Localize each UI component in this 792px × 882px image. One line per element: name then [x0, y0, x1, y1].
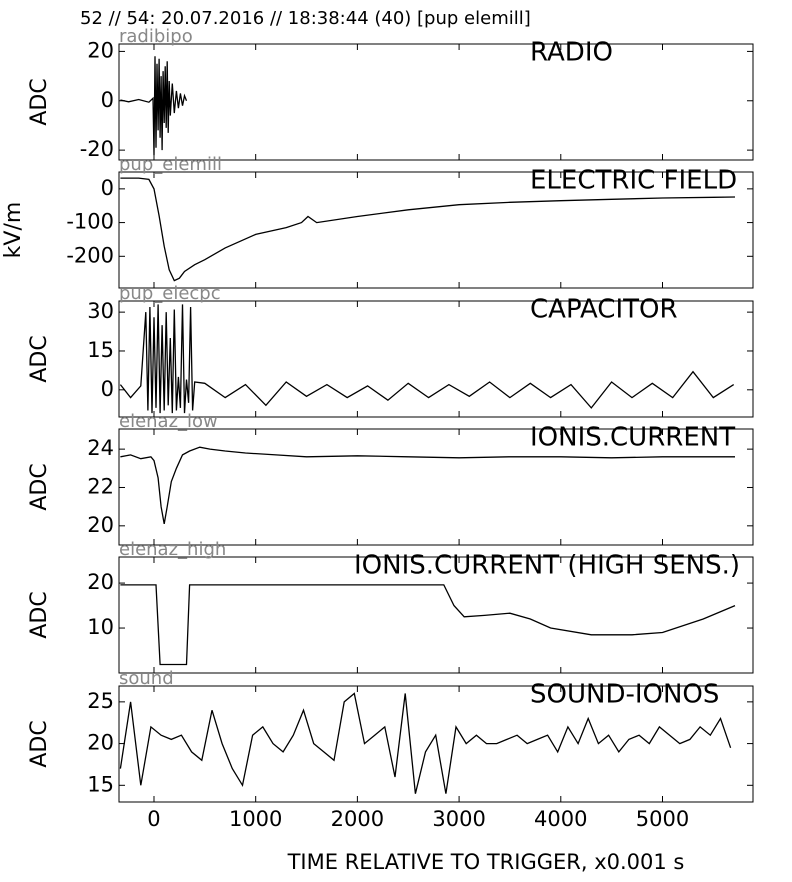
y-tick-label: 20 [87, 513, 114, 537]
plot-frame [118, 556, 754, 674]
y-axis-label: ADC [27, 78, 52, 125]
y-tick-label: 0 [101, 88, 114, 112]
source-label: pup_elemill [119, 154, 222, 175]
panel-title: RADIO [530, 38, 613, 68]
y-tick-label: 0 [101, 377, 114, 401]
y-axis-label: ADC [27, 591, 52, 638]
y-axis-label: kV/m [1, 202, 26, 259]
y-tick-label: 25 [87, 689, 114, 713]
data-line [120, 56, 188, 156]
source-label: elenaz_high [119, 539, 226, 560]
source-label: pup_elecpc [119, 283, 221, 304]
y-tick-label: -100 [66, 210, 114, 234]
y-tick-label: 22 [87, 474, 114, 498]
x-tick-label: 3000 [432, 807, 485, 831]
plot-frame [118, 300, 754, 418]
panel-title: CAPACITOR [530, 295, 678, 325]
y-tick-label: 15 [87, 338, 114, 362]
x-tick-label: 5000 [636, 807, 689, 831]
data-line [120, 584, 736, 666]
x-tick-label: 1000 [229, 807, 282, 831]
y-tick-label: 30 [87, 299, 114, 323]
y-axis-label: ADC [27, 463, 52, 510]
panel-title: ELECTRIC FIELD [530, 166, 737, 196]
plot-frame [118, 171, 754, 289]
y-axis-label: ADC [27, 335, 52, 382]
x-tick-label: 0 [147, 807, 160, 831]
page-title: 52 // 54: 20.07.2016 // 18:38:44 (40) [p… [80, 8, 531, 29]
y-tick-label: 20 [87, 38, 114, 62]
data-line [119, 692, 732, 794]
x-tick-label: 2000 [331, 807, 384, 831]
plot-frame [118, 43, 754, 161]
data-line [120, 446, 735, 525]
y-tick-label: 20 [87, 731, 114, 755]
source-label: elenaz_low [119, 411, 218, 432]
data-line [120, 177, 736, 282]
panel-title: SOUND-IONOS [530, 680, 719, 710]
x-tick-label: 4000 [534, 807, 587, 831]
source-label: sound [119, 668, 174, 689]
y-tick-label: -20 [80, 137, 114, 161]
panel-title: IONIS.CURRENT [530, 423, 735, 453]
y-tick-label: 0 [101, 176, 114, 200]
y-tick-label: 15 [87, 772, 114, 796]
y-axis-label: ADC [27, 720, 52, 767]
y-tick-label: 10 [87, 615, 114, 639]
y-tick-label: 20 [87, 570, 114, 594]
y-tick-label: -200 [66, 243, 114, 267]
data-line [119, 304, 735, 414]
x-axis-label: TIME RELATIVE TO TRIGGER, x0.001 s [287, 850, 685, 874]
panel-title: IONIS.CURRENT (HIGH SENS.) [354, 551, 740, 581]
y-tick-label: 24 [87, 436, 114, 460]
source-label: radibipo [119, 26, 193, 47]
